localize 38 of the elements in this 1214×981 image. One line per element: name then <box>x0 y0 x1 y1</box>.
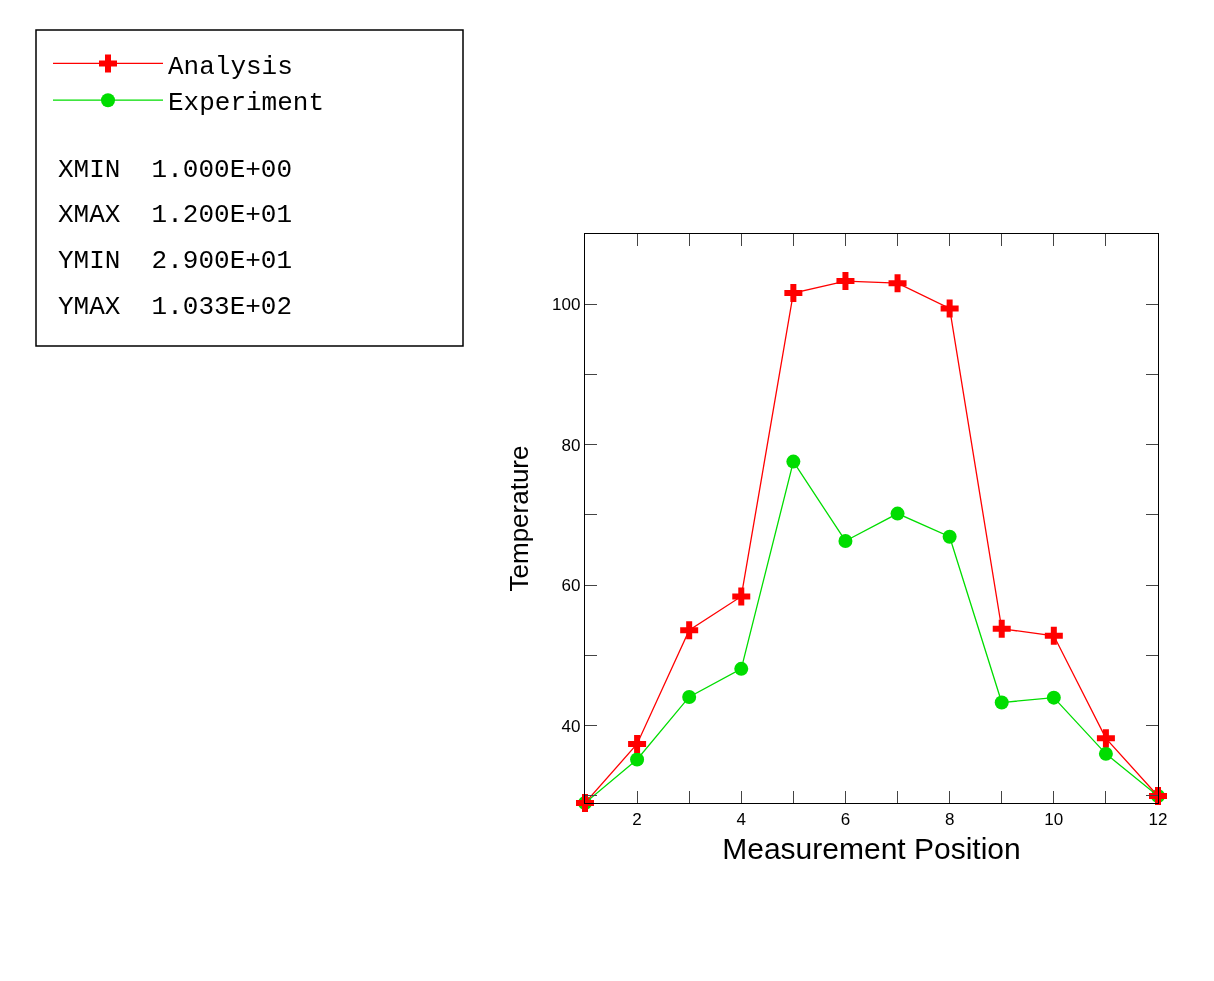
point <box>890 506 905 521</box>
y-tick-label: 80 <box>561 435 581 455</box>
point <box>682 689 697 704</box>
x-axis-title: Measurement Position <box>722 832 1021 866</box>
point <box>994 695 1009 710</box>
x-tick-label: 4 <box>736 809 746 829</box>
point <box>1096 729 1115 748</box>
legend-label: Analysis <box>168 51 293 82</box>
x-tick-label: 6 <box>840 809 851 829</box>
y-tick-label: 60 <box>561 576 581 596</box>
point <box>1044 626 1063 645</box>
legend-label: Experiment <box>168 88 325 119</box>
point <box>630 752 645 767</box>
point <box>942 529 957 544</box>
text: YMAX 1.033E+02 <box>58 292 293 322</box>
point <box>888 274 907 293</box>
point <box>838 533 853 548</box>
point <box>786 454 801 469</box>
point <box>732 587 751 606</box>
y-axis-title: Temperature <box>504 445 535 592</box>
y-tick-label: 40 <box>561 716 581 736</box>
point <box>680 621 699 640</box>
x-tick-label: 2 <box>632 809 642 829</box>
point <box>784 284 803 303</box>
x-tick-label: 12 <box>1148 809 1168 829</box>
text: YMIN 2.900E+01 <box>58 246 293 276</box>
point <box>734 661 749 676</box>
text: XMAX 1.200E+01 <box>58 200 293 230</box>
text: XMIN 1.000E+00 <box>58 155 293 185</box>
y-tick-label: 100 <box>552 295 581 315</box>
point <box>628 734 647 753</box>
x-tick-label: 10 <box>1044 809 1064 829</box>
x-tick-label: 8 <box>944 809 955 829</box>
point <box>940 299 959 318</box>
point <box>1098 746 1113 761</box>
point <box>1046 690 1061 705</box>
point <box>992 619 1011 638</box>
point <box>836 272 855 291</box>
